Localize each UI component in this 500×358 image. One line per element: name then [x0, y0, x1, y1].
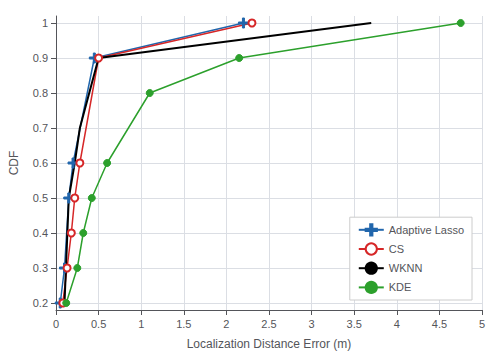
svg-text:CS: CS — [389, 243, 404, 255]
svg-text:4: 4 — [394, 318, 400, 330]
svg-text:0.7: 0.7 — [33, 122, 48, 134]
svg-text:2: 2 — [223, 318, 229, 330]
svg-text:Adaptive Lasso: Adaptive Lasso — [389, 224, 464, 236]
svg-text:1: 1 — [138, 318, 144, 330]
svg-text:0.3: 0.3 — [33, 262, 48, 274]
svg-text:2.5: 2.5 — [261, 318, 276, 330]
svg-text:4.5: 4.5 — [432, 318, 447, 330]
svg-text:5: 5 — [479, 318, 485, 330]
svg-text:CDF: CDF — [7, 151, 21, 176]
svg-text:0.4: 0.4 — [33, 227, 48, 239]
svg-text:3.5: 3.5 — [347, 318, 362, 330]
svg-text:WKNN: WKNN — [389, 262, 423, 274]
svg-text:3: 3 — [309, 318, 315, 330]
svg-text:0.5: 0.5 — [33, 192, 48, 204]
svg-text:0.8: 0.8 — [33, 87, 48, 99]
svg-text:1: 1 — [42, 17, 48, 29]
svg-text:0.5: 0.5 — [91, 318, 106, 330]
svg-text:1.5: 1.5 — [176, 318, 191, 330]
svg-text:0.2: 0.2 — [33, 297, 48, 309]
svg-text:KDE: KDE — [389, 281, 412, 293]
svg-text:Localization Distance Error (m: Localization Distance Error (m) — [187, 337, 352, 351]
svg-text:0.6: 0.6 — [33, 157, 48, 169]
svg-text:0: 0 — [53, 318, 59, 330]
svg-text:0.9: 0.9 — [33, 52, 48, 64]
